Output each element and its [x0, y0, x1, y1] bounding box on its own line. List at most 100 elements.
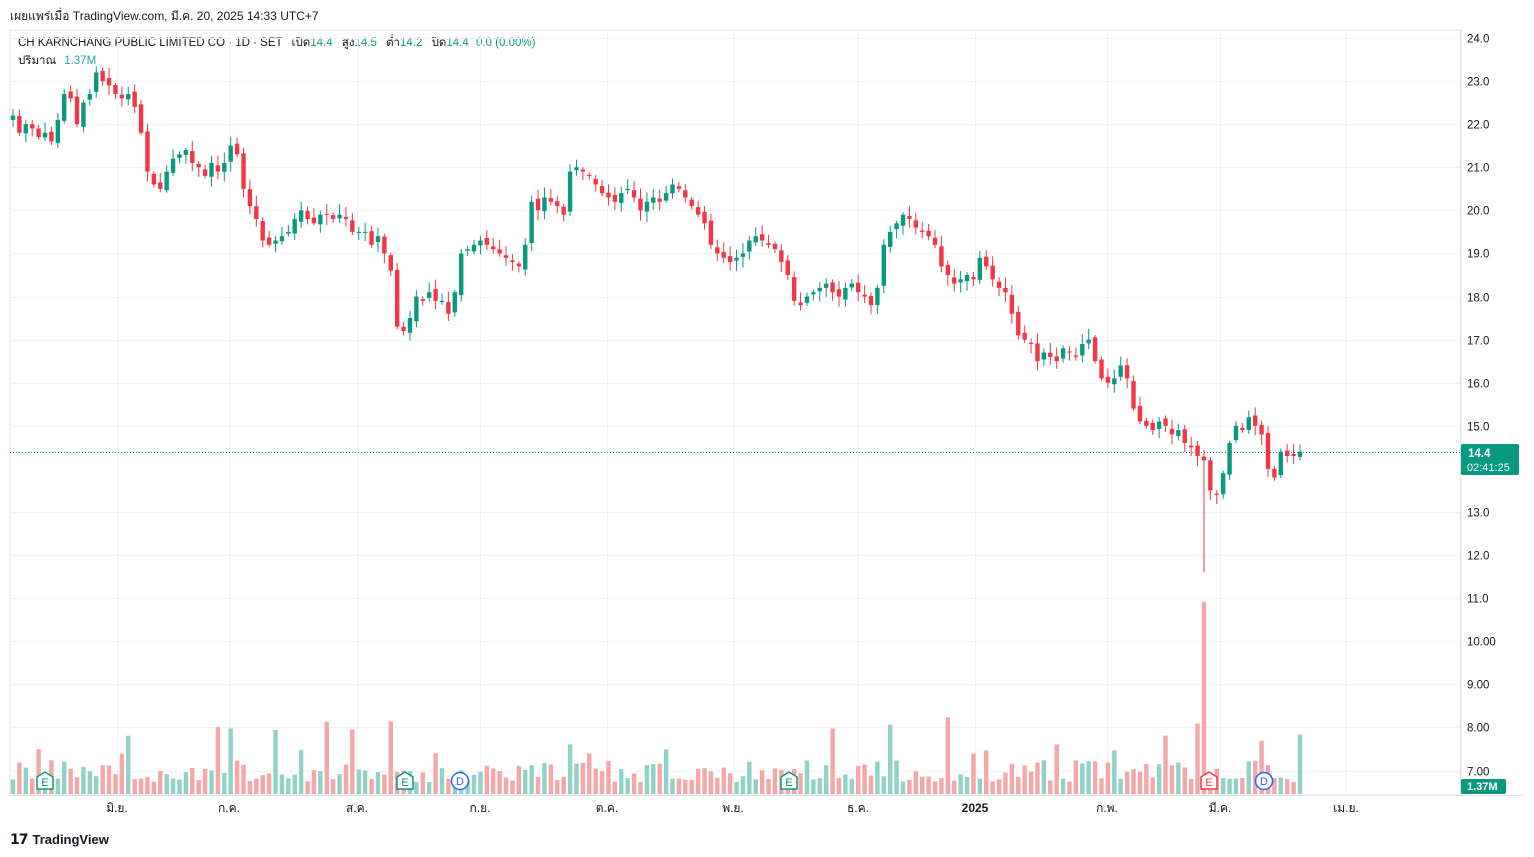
- volume-bar: [30, 778, 35, 794]
- earnings-marker-icon: E: [396, 771, 414, 790]
- candle-body: [727, 256, 733, 263]
- candle-body: [971, 276, 976, 280]
- candle-body: [202, 169, 208, 176]
- volume-bar: [529, 765, 534, 794]
- candle-body: [100, 70, 105, 82]
- candle-body: [266, 237, 272, 245]
- volume-bar: [676, 778, 682, 794]
- candle-body: [209, 162, 214, 177]
- volume-bar: [1195, 723, 1200, 794]
- volume-bar: [292, 774, 297, 794]
- volume-bar: [516, 766, 522, 794]
- volume-bar: [164, 774, 169, 794]
- candle-body: [81, 102, 86, 127]
- volume-bar: [952, 780, 957, 794]
- volume-bar: [945, 717, 951, 794]
- ohlc-legend: CH KARNCHANG PUBLIC LIMITED CO · 1D · SE…: [18, 34, 535, 52]
- volume-bar: [1086, 761, 1091, 794]
- volume-bar: [1246, 761, 1251, 794]
- candle-body: [1259, 424, 1264, 435]
- candle-body: [1150, 422, 1155, 431]
- candle-body: [836, 289, 842, 297]
- time-axis[interactable]: มิ.ย. ก.ค. ส.ค. ก.ย. ต.ค. พ.ย. ธ.ค. 2025 ก.พ. มี.…: [106, 801, 1359, 815]
- tradingview-logo-icon: 𝟭𝟳: [10, 831, 29, 847]
- volume-bar: [55, 778, 61, 794]
- candle-body: [811, 292, 816, 295]
- candle-body: [932, 237, 938, 245]
- volume-bar: [1092, 761, 1098, 794]
- candle-body: [606, 192, 611, 198]
- volume-bar: [196, 780, 201, 794]
- volume-bar: [817, 778, 822, 794]
- volume-bar: [894, 760, 899, 794]
- candle-body: [452, 292, 458, 313]
- candle-body: [1233, 425, 1239, 440]
- candle-body: [849, 283, 854, 288]
- brand-name: TradingView: [32, 832, 109, 847]
- volume-bar: [798, 773, 803, 794]
- volume-bar: [695, 768, 701, 794]
- candle-body: [548, 198, 554, 202]
- volume-bar: [932, 781, 938, 794]
- candle-body: [151, 173, 157, 185]
- x-tick-label: มี.ค.: [1209, 801, 1232, 815]
- volume-bar: [234, 760, 240, 794]
- volume-bar: [1201, 602, 1207, 794]
- candle-body: [529, 201, 534, 243]
- volume-bar: [939, 778, 944, 794]
- volume-bar: [23, 767, 29, 794]
- volume-bar: [113, 774, 118, 794]
- low-label: ต่ำ: [386, 37, 400, 49]
- candle-body: [996, 281, 1002, 288]
- symbol-title[interactable]: CH KARNCHANG PUBLIC LIMITED CO · 1D · SE…: [18, 37, 283, 49]
- volume-bars: [10, 602, 1303, 794]
- candle-body: [10, 115, 16, 120]
- candle-body: [459, 253, 464, 296]
- volume-bar: [126, 735, 131, 794]
- candle-body: [119, 94, 125, 99]
- volume-bar: [36, 749, 41, 794]
- candle-body: [1163, 418, 1168, 426]
- candle-body: [183, 150, 189, 155]
- candle-body: [663, 193, 669, 201]
- volume-bar: [478, 771, 483, 794]
- low-value: 14.2: [400, 37, 423, 49]
- volume-bar: [1284, 779, 1290, 794]
- candle-body: [612, 194, 618, 202]
- candle-body: [388, 255, 393, 271]
- candle-body: [542, 197, 547, 212]
- volume-bar: [1297, 734, 1303, 794]
- volume-bar: [843, 774, 848, 794]
- volume-bar: [612, 781, 618, 794]
- candle-body: [561, 206, 566, 215]
- volume-bar: [535, 776, 541, 794]
- candle-body: [907, 216, 912, 219]
- volume-bar: [286, 778, 291, 794]
- volume-bar: [855, 765, 861, 794]
- tradingview-footer[interactable]: 𝟭𝟳 TradingView: [10, 831, 109, 848]
- volume-bar: [1240, 777, 1245, 794]
- x-tick-label: ต.ค.: [596, 801, 619, 815]
- volume-bar: [811, 779, 816, 794]
- volume-bar: [747, 761, 752, 794]
- candle-body: [830, 282, 835, 293]
- volume-bar: [119, 753, 125, 794]
- candle-body: [817, 287, 822, 292]
- volume-bar: [715, 777, 720, 794]
- y-tick-label: 9.00: [1467, 680, 1489, 692]
- candle-body: [491, 246, 496, 250]
- volume-bar: [1144, 763, 1149, 794]
- volume-bar: [17, 762, 22, 794]
- candle-body: [1048, 352, 1053, 357]
- volume-bar: [1009, 763, 1015, 794]
- candle-body: [990, 265, 995, 280]
- volume-bar: [644, 765, 650, 794]
- price-axis[interactable]: 24.0 23.0 22.0 21.0 20.0 19.0 18.0 17.0 16.0 15.0…: [1460, 30, 1496, 795]
- candle-body: [939, 246, 944, 267]
- volume-bar: [1272, 777, 1277, 794]
- candle-body: [862, 294, 867, 297]
- volume-bar: [836, 777, 842, 794]
- candle-body: [574, 167, 579, 171]
- candle-body: [1054, 356, 1059, 362]
